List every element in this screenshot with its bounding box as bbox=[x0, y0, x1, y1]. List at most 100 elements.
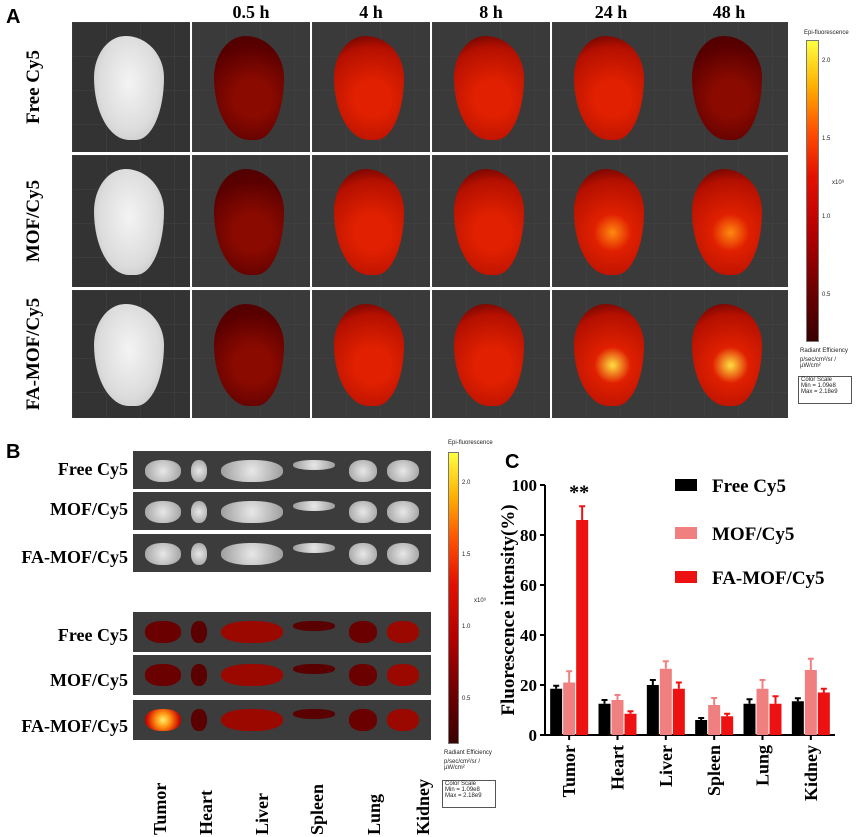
colorbar-tick: 2.0 bbox=[462, 480, 471, 486]
mouse-signal bbox=[454, 169, 524, 275]
legend-swatch bbox=[675, 527, 697, 539]
group-label: Free Cy5 bbox=[23, 49, 44, 125]
organ bbox=[191, 621, 207, 643]
legend-swatch bbox=[675, 571, 697, 583]
mouse-signal bbox=[214, 36, 284, 140]
mouse-signal bbox=[334, 304, 404, 406]
fluorescence-tile bbox=[192, 155, 310, 287]
bar bbox=[769, 703, 782, 735]
mouse-photo bbox=[94, 304, 164, 406]
color-scale-box: Color Scale Min = 1.09e8 Max = 2.18e9 bbox=[442, 780, 496, 808]
organ-row-label: FA-MOF/Cy5 bbox=[21, 716, 128, 736]
y-axis-label: Fluorescence intensity(%) bbox=[500, 504, 519, 715]
bar-chart: 0 20 40 60 80 100 Fluorescence intensity(%) Tum… bbox=[500, 476, 835, 801]
time-point-label: 0.5 h bbox=[232, 2, 270, 22]
organ bbox=[387, 621, 419, 643]
mouse-signal bbox=[574, 169, 644, 275]
time-point-label: 24 h bbox=[594, 2, 628, 22]
colorbar-unit-title: Radiant Efficiency bbox=[800, 348, 848, 354]
fluorescence-tile bbox=[312, 290, 430, 418]
bar bbox=[576, 520, 589, 735]
organ-photo-strip bbox=[133, 492, 431, 530]
colorbar-b: Epi-fluorescence 2.0 1.5 x10⁹ 1.0 0.5 Ra… bbox=[438, 440, 504, 820]
colorbar-gradient bbox=[448, 452, 459, 744]
organ bbox=[221, 460, 283, 482]
mouse-signal bbox=[334, 169, 404, 275]
colorbar-gradient bbox=[806, 40, 819, 342]
colorbar-tick: 1.5 bbox=[822, 136, 831, 142]
y-tick-label: 60 bbox=[520, 576, 537, 595]
organ bbox=[349, 709, 377, 731]
x-tick-label: Tumor bbox=[559, 745, 579, 797]
organ bbox=[145, 460, 181, 482]
fluorescence-tile bbox=[312, 155, 430, 287]
bar bbox=[563, 682, 576, 735]
fluorescence-tile bbox=[432, 22, 550, 152]
organ-axis-label: Lung bbox=[364, 793, 384, 835]
legend-label: MOF/Cy5 bbox=[712, 524, 794, 545]
fluorescence-tile bbox=[312, 22, 430, 152]
x-tick-label: Lung bbox=[753, 745, 773, 786]
bar bbox=[611, 700, 624, 735]
organ bbox=[293, 501, 335, 511]
organ bbox=[293, 543, 335, 553]
organ bbox=[221, 664, 283, 686]
photo-tile bbox=[72, 22, 190, 152]
panel-c-label: C bbox=[505, 451, 520, 473]
photo-tile bbox=[72, 290, 190, 418]
organ bbox=[293, 460, 335, 470]
colorbar-a: Epi-fluorescence 2.0 1.5 x10⁹ 1.0 0.5 Ra… bbox=[790, 30, 856, 410]
colorbar-exponent: x10⁹ bbox=[832, 180, 845, 186]
bar bbox=[646, 685, 659, 735]
fluorescence-tile bbox=[670, 155, 788, 287]
organ bbox=[387, 709, 419, 731]
fluorescence-tile bbox=[552, 155, 670, 287]
organ-fluorescence-strip bbox=[133, 655, 431, 695]
time-point-label: 4 h bbox=[359, 2, 383, 22]
mouse-photo bbox=[94, 36, 164, 140]
organ bbox=[293, 621, 335, 631]
color-scale-title: Color Scale bbox=[445, 781, 477, 787]
colorbar-tick: 0.5 bbox=[462, 696, 471, 702]
colorbar-tick: 0.5 bbox=[822, 292, 831, 298]
organ bbox=[191, 501, 207, 523]
y-tick-label: 0 bbox=[529, 726, 538, 745]
organ bbox=[145, 664, 181, 686]
mouse-signal bbox=[692, 304, 762, 406]
organ bbox=[221, 621, 283, 643]
organ-row-label: Free Cy5 bbox=[57, 625, 128, 645]
mouse-signal bbox=[574, 304, 644, 406]
organ bbox=[221, 543, 283, 565]
organ bbox=[221, 501, 283, 523]
color-scale-min: Min = 1.09e8 bbox=[801, 383, 836, 389]
bar bbox=[756, 688, 769, 735]
organ-axis-label: Liver bbox=[252, 793, 272, 835]
time-point-label: 48 h bbox=[712, 2, 746, 22]
organ bbox=[191, 709, 207, 731]
color-scale-max: Max = 2.18e9 bbox=[801, 389, 838, 395]
organ bbox=[293, 664, 335, 674]
colorbar-tick: 1.0 bbox=[462, 624, 471, 630]
y-tick-label: 20 bbox=[520, 676, 537, 695]
organ-row-label: MOF/Cy5 bbox=[50, 499, 128, 519]
y-tick-label: 40 bbox=[520, 626, 537, 645]
time-point-label: 8 h bbox=[479, 2, 503, 22]
mouse-signal bbox=[454, 36, 524, 140]
colorbar-title: Epi-fluorescence bbox=[804, 30, 849, 36]
organ bbox=[145, 501, 181, 523]
color-scale-title: Color Scale bbox=[801, 377, 833, 383]
bar bbox=[695, 720, 708, 735]
colorbar-title: Epi-fluorescence bbox=[448, 440, 493, 446]
organ-photo-strip bbox=[133, 451, 431, 489]
legend-swatch bbox=[675, 479, 697, 491]
organ bbox=[349, 501, 377, 523]
x-tick-label: Heart bbox=[608, 745, 628, 790]
group-label: MOF/Cy5 bbox=[23, 179, 44, 263]
organ-axis-label: Kidney bbox=[413, 778, 433, 835]
organ bbox=[349, 664, 377, 686]
organ bbox=[293, 709, 335, 719]
organ bbox=[349, 621, 377, 643]
color-scale-box: Color Scale Min = 1.09e8 Max = 2.18e9 bbox=[798, 376, 852, 404]
color-scale-min: Min = 1.09e8 bbox=[445, 787, 480, 793]
fluorescence-tile bbox=[192, 290, 310, 418]
